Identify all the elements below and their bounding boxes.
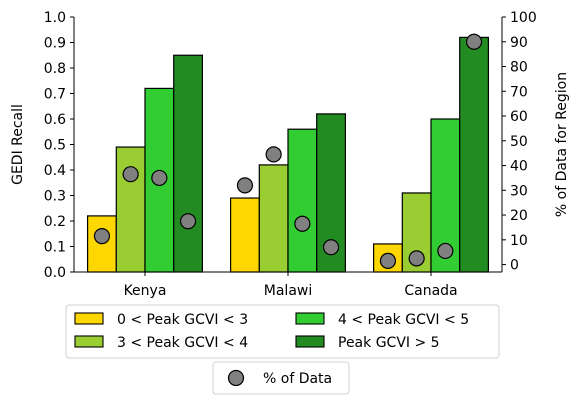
x-tick-label-canada: Canada [404, 283, 457, 299]
percent-marker-malawi-1 [236, 177, 254, 194]
percent-marker-malawi-4 [322, 239, 340, 256]
percent-legend-box [212, 361, 350, 395]
y2-axis-label: % of Data for Region [554, 72, 570, 217]
bar-canada-series-4 [459, 36, 490, 273]
legend-swatch-2 [74, 335, 104, 348]
y-tick-label: 0.7 [44, 87, 66, 103]
y-tick-label: 0.8 [44, 61, 66, 77]
legend-label-4: Peak GCVI > 5 [338, 335, 440, 351]
percent-marker-canada-4 [465, 33, 483, 50]
bars-group [86, 36, 490, 273]
bar-malawi-series-3 [287, 128, 318, 273]
y2-tick-label: 20 [510, 208, 528, 224]
percent-markers-group [93, 33, 483, 269]
bar-malawi-series-1 [230, 197, 260, 273]
bar-malawi-series-2 [258, 164, 289, 273]
percent-legend-label: % of Data [263, 371, 332, 387]
y2-tick-label: 90 [510, 35, 528, 51]
y-tick-label: 0.5 [44, 138, 66, 154]
y2-tick-label: 60 [510, 109, 528, 125]
y-tick-label: 1.0 [44, 10, 66, 26]
legend-swatch-1 [74, 312, 104, 325]
axes-group: 0.0 0.1 0.2 0.3 0.4 0.5 0.6 0.7 0.8 0.9 1.0 0 10 20 30… [10, 10, 570, 299]
percent-marker-malawi-2 [265, 146, 282, 163]
y-axis-label: GEDI Recall [10, 104, 26, 185]
legend-swatch-4 [295, 335, 325, 348]
percent-marker-canada-2 [408, 250, 425, 267]
legend-label-3: 4 < Peak GCVI < 5 [338, 312, 469, 328]
bar-kenya-series-4 [173, 54, 203, 273]
legend-label-1: 0 < Peak GCVI < 3 [117, 312, 248, 328]
x-tick-label-malawi: Malawi [264, 283, 312, 299]
percent-marker-malawi-3 [294, 215, 311, 232]
y-tick-label: 0.2 [44, 214, 66, 230]
percent-marker-kenya-1 [93, 228, 111, 245]
series-legend-box [65, 304, 500, 359]
percent-marker-canada-3 [437, 242, 454, 260]
y-tick-label: 0.0 [44, 265, 66, 281]
percent-marker-kenya-3 [151, 169, 168, 187]
x-tick-label-kenya: Kenya [124, 283, 167, 299]
y2-tick-label: 40 [510, 159, 528, 175]
bar-kenya-series-2 [115, 146, 146, 273]
legend-swatch-3 [295, 312, 325, 325]
percent-marker-canada-1 [379, 252, 397, 269]
percent-legend-marker [227, 369, 245, 387]
y2-tick-label: 0 [510, 258, 519, 274]
legend-group: 0 < Peak GCVI < 3 3 < Peak GCVI < 4 4 < Pe… [65, 304, 500, 395]
y2-tick-label: 70 [510, 84, 528, 100]
y-tick-label: 0.6 [44, 112, 66, 128]
y2-tick-label: 10 [510, 233, 528, 249]
y2-tick-label: 100 [510, 10, 537, 26]
y2-tick-label: 30 [510, 183, 528, 199]
y-tick-label: 0.4 [44, 163, 66, 179]
percent-marker-kenya-2 [122, 166, 139, 183]
y2-tick-label: 50 [510, 134, 528, 150]
percent-marker-kenya-4 [179, 213, 197, 230]
y-tick-label: 0.9 [44, 36, 66, 52]
y-tick-label: 0.3 [44, 189, 66, 205]
legend-label-2: 3 < Peak GCVI < 4 [117, 335, 248, 351]
y2-tick-label: 80 [510, 60, 528, 76]
y-tick-label: 0.1 [44, 240, 66, 256]
